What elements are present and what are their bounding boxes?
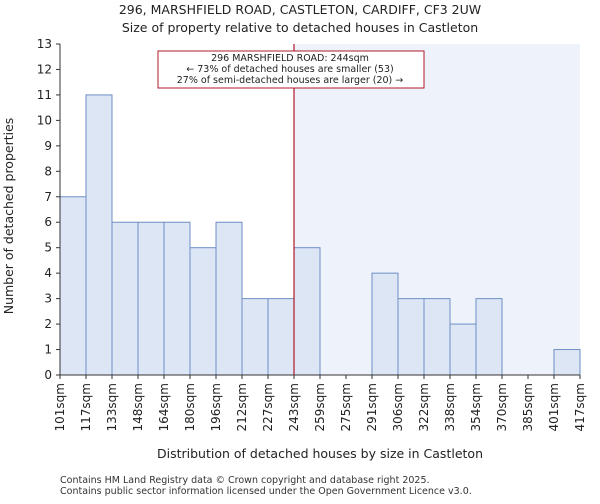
y-tick-label: 5 [44, 241, 52, 255]
y-tick-label: 9 [44, 139, 52, 153]
bar-322sqm [423, 298, 451, 376]
y-tick-label: 1 [44, 343, 52, 357]
x-tick-label: 212sqm [235, 383, 249, 431]
x-tick-label: 338sqm [443, 383, 457, 431]
footer-line-1: Contains HM Land Registry data © Crown c… [60, 475, 430, 486]
x-tick-label: 101sqm [53, 383, 67, 431]
y-tick-label: 11 [37, 88, 52, 102]
x-tick-label: 117sqm [79, 383, 93, 431]
footer-line-2: Contains public sector information licen… [60, 486, 472, 497]
x-tick-label: 275sqm [339, 383, 353, 431]
bar-164sqm [163, 221, 191, 376]
annotation-line-3: 27% of semi-detached houses are larger (… [177, 75, 404, 86]
x-tick-label: 385sqm [521, 383, 535, 431]
x-tick-label: 417sqm [573, 383, 587, 431]
x-tick-label: 180sqm [183, 383, 197, 431]
chart-title: 296, MARSHFIELD ROAD, CASTLETON, CARDIFF… [119, 2, 481, 17]
annotation-line-2: ← 73% of detached houses are smaller (53… [186, 64, 393, 75]
x-tick-label: 148sqm [131, 383, 145, 431]
bar-306sqm [397, 298, 425, 376]
x-tick-label: 259sqm [313, 383, 327, 431]
x-tick-label: 227sqm [261, 383, 275, 431]
bar-354sqm [475, 298, 503, 376]
bar-180sqm [189, 247, 217, 376]
y-tick-label: 13 [37, 37, 52, 51]
x-tick-label: 306sqm [391, 383, 405, 431]
annotation-line-1: 296 MARSHFIELD ROAD: 244sqm [211, 53, 369, 64]
bars [59, 94, 581, 376]
chart-subtitle: Size of property relative to detached ho… [122, 20, 478, 35]
y-tick-label: 10 [37, 113, 52, 127]
y-tick-label: 3 [44, 292, 52, 306]
x-tick-label: 354sqm [469, 383, 483, 431]
y-tick-label: 0 [44, 368, 52, 382]
x-ticks: 101sqm 117sqm 133sqm 148sqm 164sqm 180sqm 196s… [53, 375, 587, 431]
x-tick-label: 196sqm [209, 383, 223, 431]
x-tick-label: 291sqm [365, 383, 379, 431]
bar-196sqm [215, 221, 243, 376]
bar-401sqm [553, 349, 581, 376]
annotation-frame [157, 50, 425, 89]
y-tick-label: 7 [44, 190, 52, 204]
x-tick-label: 133sqm [105, 383, 119, 431]
bar-133sqm [111, 221, 139, 376]
y-tick-label: 12 [37, 62, 52, 76]
y-tick-label: 4 [44, 266, 52, 280]
y-tick-label: 6 [44, 215, 52, 229]
bar-101sqm [59, 196, 87, 376]
annotation-box: 296 MARSHFIELD ROAD: 244sqm ← 73% of det… [157, 50, 425, 89]
bar-243sqm [293, 247, 321, 376]
bar-291sqm [371, 272, 399, 376]
y-tick-label: 2 [44, 317, 52, 331]
x-tick-label: 322sqm [417, 383, 431, 431]
bar-148sqm [137, 221, 165, 376]
x-tick-label: 401sqm [547, 383, 561, 431]
x-axis-label: Distribution of detached houses by size … [157, 446, 483, 461]
y-axis-label: Number of detached properties [1, 118, 16, 315]
bar-212sqm [241, 298, 269, 376]
bar-338sqm [449, 323, 477, 376]
x-tick-label: 370sqm [495, 383, 509, 431]
bar-117sqm [85, 94, 113, 376]
x-tick-label: 243sqm [287, 383, 301, 431]
bar-227sqm [267, 298, 295, 376]
x-tick-label: 164sqm [157, 383, 171, 431]
y-tick-label: 8 [44, 164, 52, 178]
